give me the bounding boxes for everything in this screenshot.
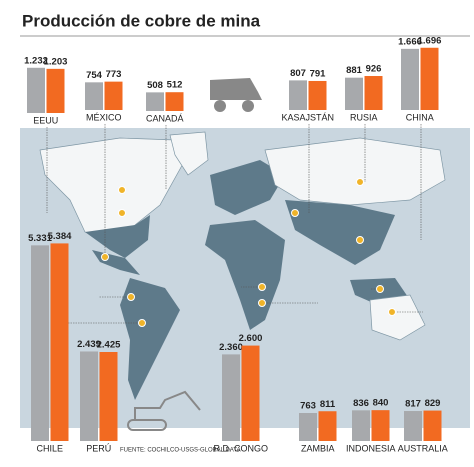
value-label: 1.696 <box>418 35 442 46</box>
bar <box>31 245 49 441</box>
bar <box>50 243 69 441</box>
bar <box>99 352 118 441</box>
country-label: CHILE <box>36 443 63 453</box>
country-label: R.D. CONGO <box>213 443 268 453</box>
bar <box>423 410 442 441</box>
bar <box>318 411 337 441</box>
bar <box>401 48 419 110</box>
location-marker <box>388 308 396 316</box>
bar <box>352 410 370 441</box>
country-label: PERÚ <box>86 443 111 453</box>
location-marker <box>376 285 384 293</box>
value-label: 840 <box>373 398 389 409</box>
value-label: 2.425 <box>97 340 121 351</box>
location-marker <box>356 236 364 244</box>
location-marker <box>118 209 126 217</box>
bar <box>364 76 383 110</box>
location-marker <box>258 283 266 291</box>
value-label: 926 <box>366 64 382 75</box>
value-label: 807 <box>290 68 306 79</box>
bar <box>80 351 98 441</box>
bar <box>299 412 317 441</box>
bar <box>404 411 422 441</box>
value-label: 773 <box>106 69 122 80</box>
value-label: 836 <box>353 398 369 409</box>
value-label: 791 <box>310 68 327 79</box>
bar <box>165 92 184 111</box>
bar <box>241 345 260 441</box>
bar <box>104 81 123 110</box>
country-label: INDONESIA <box>346 443 396 453</box>
bar <box>308 80 327 110</box>
country-label: AUSTRALIA <box>398 443 448 453</box>
value-label: 817 <box>405 399 421 410</box>
location-marker <box>101 253 109 261</box>
country-label: MÉXICO <box>86 112 122 122</box>
value-label: 1.203 <box>44 56 68 67</box>
value-label: 2.360 <box>219 342 243 353</box>
truck-icon <box>210 78 262 112</box>
bar <box>289 80 307 110</box>
source: FUENTE: COCHILCO-USGS-GLOBAL DATA <box>120 448 241 454</box>
country-label: CHINA <box>406 112 434 122</box>
country-label: RUSIA <box>350 112 378 122</box>
location-marker <box>356 178 364 186</box>
location-marker <box>118 186 126 194</box>
bar <box>420 47 439 110</box>
location-marker <box>138 319 146 327</box>
map <box>20 128 470 428</box>
excavator-icon <box>127 390 201 431</box>
value-label: 829 <box>425 398 441 409</box>
country-label: ZAMBIA <box>301 443 335 453</box>
value-label: 811 <box>320 399 336 410</box>
bar <box>27 67 45 113</box>
bar <box>371 410 390 441</box>
title: Producción de cobre de mina <box>22 11 261 30</box>
value-label: 2.600 <box>239 333 263 344</box>
country-label: KASAJSTÁN <box>281 112 334 122</box>
value-label: 1.666 <box>398 36 422 47</box>
bar <box>46 68 65 113</box>
value-label: 512 <box>167 80 183 91</box>
location-marker <box>291 209 299 217</box>
value-label: 508 <box>147 80 163 91</box>
location-marker <box>127 293 135 301</box>
bar <box>146 92 164 111</box>
location-marker <box>258 299 266 307</box>
bar <box>85 82 103 110</box>
value-label: 763 <box>300 401 316 412</box>
value-label: 754 <box>86 70 103 81</box>
bar <box>222 354 240 441</box>
value-label: 5.331 <box>28 233 52 244</box>
value-label: 5.384 <box>48 231 72 242</box>
country-label: CANADÁ <box>146 113 184 123</box>
value-label: 881 <box>346 65 363 76</box>
country-label: EEUU <box>33 115 58 125</box>
value-label: 1.232 <box>24 55 48 66</box>
bar <box>345 77 363 110</box>
value-label: 2.439 <box>77 339 101 350</box>
